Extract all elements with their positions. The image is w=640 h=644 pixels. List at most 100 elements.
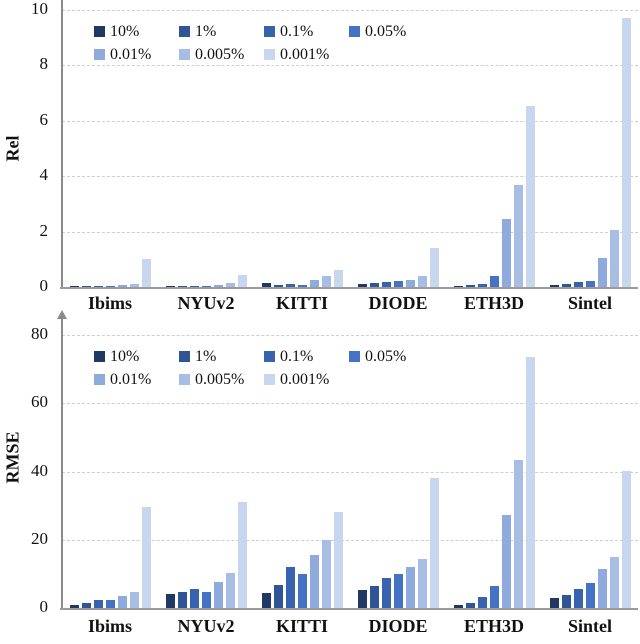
bar-ibims-0.005% bbox=[129, 284, 139, 287]
bar-ibims-1% bbox=[81, 603, 91, 608]
bar-group-nyuv2 bbox=[158, 335, 254, 608]
bar-ibims-0.05% bbox=[105, 286, 115, 287]
bar-diode-1% bbox=[369, 586, 379, 608]
bar-diode-0.1% bbox=[381, 282, 391, 287]
bar-eth3d-0.001% bbox=[525, 357, 535, 608]
legend-swatch-icon bbox=[94, 26, 105, 37]
legend-swatch-icon bbox=[94, 374, 105, 385]
bar-group-kitti bbox=[254, 10, 350, 287]
y-tick-label: 20 bbox=[31, 528, 48, 548]
legend-item-0.001%: 0.001% bbox=[264, 371, 349, 389]
bar-group-nyuv2 bbox=[158, 10, 254, 287]
bar-eth3d-1% bbox=[465, 603, 475, 608]
bar-ibims-0.1% bbox=[93, 286, 103, 287]
legend-item-0.1%: 0.1% bbox=[264, 348, 349, 366]
rmse-plot-area: 0 20 40 60 80 10% 1% 0.1% 0.05% 0.01% 0.005% 0.001% bbox=[31, 310, 638, 616]
bar-diode-0.05% bbox=[393, 574, 403, 608]
bar-group-sintel bbox=[542, 10, 638, 287]
y-tick-labels: 0 2 4 6 8 10 bbox=[2, 0, 54, 295]
bar-nyuv2-0.001% bbox=[237, 502, 247, 608]
bar-sintel-0.005% bbox=[609, 230, 619, 287]
bar-nyuv2-10% bbox=[165, 594, 175, 608]
bar-eth3d-0.05% bbox=[489, 586, 499, 608]
legend-item-0.001%: 0.001% bbox=[264, 46, 349, 64]
bar-eth3d-0.005% bbox=[513, 185, 523, 287]
category-label-kitti: KITTI bbox=[275, 293, 329, 313]
legend-row: 10% 1% 0.1% 0.05% bbox=[94, 345, 434, 368]
y-tick-label: 10 bbox=[31, 0, 48, 18]
bar-kitti-0.01% bbox=[309, 555, 319, 608]
category-label-sintel: Sintel bbox=[567, 293, 612, 313]
bar-nyuv2-0.001% bbox=[237, 275, 247, 287]
legend-item-0.05%: 0.05% bbox=[349, 23, 434, 41]
legend-label: 0.1% bbox=[280, 347, 314, 365]
bar-eth3d-0.1% bbox=[477, 597, 487, 608]
bar-group-kitti bbox=[254, 335, 350, 608]
bar-nyuv2-1% bbox=[177, 592, 187, 608]
bar-ibims-0.1% bbox=[93, 600, 103, 608]
bar-ibims-0.001% bbox=[141, 259, 151, 287]
y-tick-label: 80 bbox=[31, 324, 48, 343]
y-axis-line bbox=[61, 0, 63, 287]
bar-group-eth3d bbox=[446, 335, 542, 608]
legend-label: 1% bbox=[195, 22, 217, 40]
legend-item-1%: 1% bbox=[179, 348, 264, 366]
bar-diode-0.005% bbox=[417, 559, 427, 608]
bar-sintel-0.1% bbox=[573, 589, 583, 608]
gridline-y8 bbox=[62, 65, 638, 67]
bar-sintel-0.01% bbox=[597, 258, 607, 287]
rmse-chart: RMSE 0 20 40 60 80 10% 1% 0.1% 0.05% 0.01% 0.005% 0… bbox=[0, 310, 640, 644]
bar-diode-0.1% bbox=[381, 578, 391, 608]
y-tick-label: 6 bbox=[39, 109, 49, 129]
bar-eth3d-1% bbox=[465, 285, 475, 287]
bar-kitti-0.1% bbox=[285, 284, 295, 287]
legend-row: 0.01% 0.005% 0.001% bbox=[94, 368, 434, 391]
legend-swatch-icon bbox=[94, 49, 105, 60]
bar-group-sintel bbox=[542, 335, 638, 608]
bar-groups bbox=[62, 335, 638, 608]
bar-group-diode bbox=[350, 10, 446, 287]
gridline-y40 bbox=[62, 471, 638, 473]
category-label-eth3d: ETH3D bbox=[463, 293, 524, 313]
bar-ibims-0.01% bbox=[117, 285, 127, 287]
bar-kitti-1% bbox=[273, 285, 283, 287]
legend-label: 0.005% bbox=[195, 370, 245, 388]
bar-kitti-0.01% bbox=[309, 280, 319, 287]
y-tick-label: 8 bbox=[39, 54, 49, 74]
bar-sintel-1% bbox=[561, 595, 571, 608]
legend-item-0.01%: 0.01% bbox=[94, 371, 179, 389]
category-label-ibims: Ibims bbox=[87, 293, 132, 313]
bar-eth3d-0.05% bbox=[489, 276, 499, 287]
legend: 10% 1% 0.1% 0.05% 0.01% 0.005% 0.001% bbox=[94, 20, 434, 66]
bar-eth3d-0.005% bbox=[513, 460, 523, 608]
bar-sintel-0.1% bbox=[573, 282, 583, 287]
category-label-diode: DIODE bbox=[368, 616, 428, 636]
bar-sintel-0.001% bbox=[621, 471, 631, 608]
legend-label: 0.1% bbox=[280, 22, 314, 40]
bar-sintel-1% bbox=[561, 284, 571, 287]
legend-item-0.005%: 0.005% bbox=[179, 46, 264, 64]
bar-kitti-1% bbox=[273, 585, 283, 608]
bar-diode-0.01% bbox=[405, 280, 415, 287]
bar-diode-0.001% bbox=[429, 248, 439, 287]
bar-sintel-0.005% bbox=[609, 557, 619, 608]
legend-swatch-icon bbox=[349, 26, 360, 37]
bar-sintel-10% bbox=[549, 285, 559, 287]
y-tick-label: 4 bbox=[39, 165, 49, 185]
bar-kitti-0.005% bbox=[321, 276, 331, 287]
gridline-y2 bbox=[62, 231, 638, 233]
bar-groups bbox=[62, 10, 638, 287]
category-label-kitti: KITTI bbox=[275, 616, 329, 636]
legend-item-0.1%: 0.1% bbox=[264, 23, 349, 41]
legend-label: 0.005% bbox=[195, 45, 245, 63]
legend-label: 1% bbox=[195, 347, 217, 365]
bar-kitti-10% bbox=[261, 283, 271, 287]
bar-diode-0.005% bbox=[417, 276, 427, 287]
y-tick-label: 2 bbox=[39, 220, 49, 240]
legend-swatch-icon bbox=[179, 351, 190, 362]
bar-eth3d-0.1% bbox=[477, 284, 487, 287]
rmse-category-axis: Ibims NYUv2 KITTI DIODE ETH3D Sintel bbox=[62, 616, 638, 637]
bar-sintel-10% bbox=[549, 598, 559, 608]
legend-item-0.01%: 0.01% bbox=[94, 46, 179, 64]
